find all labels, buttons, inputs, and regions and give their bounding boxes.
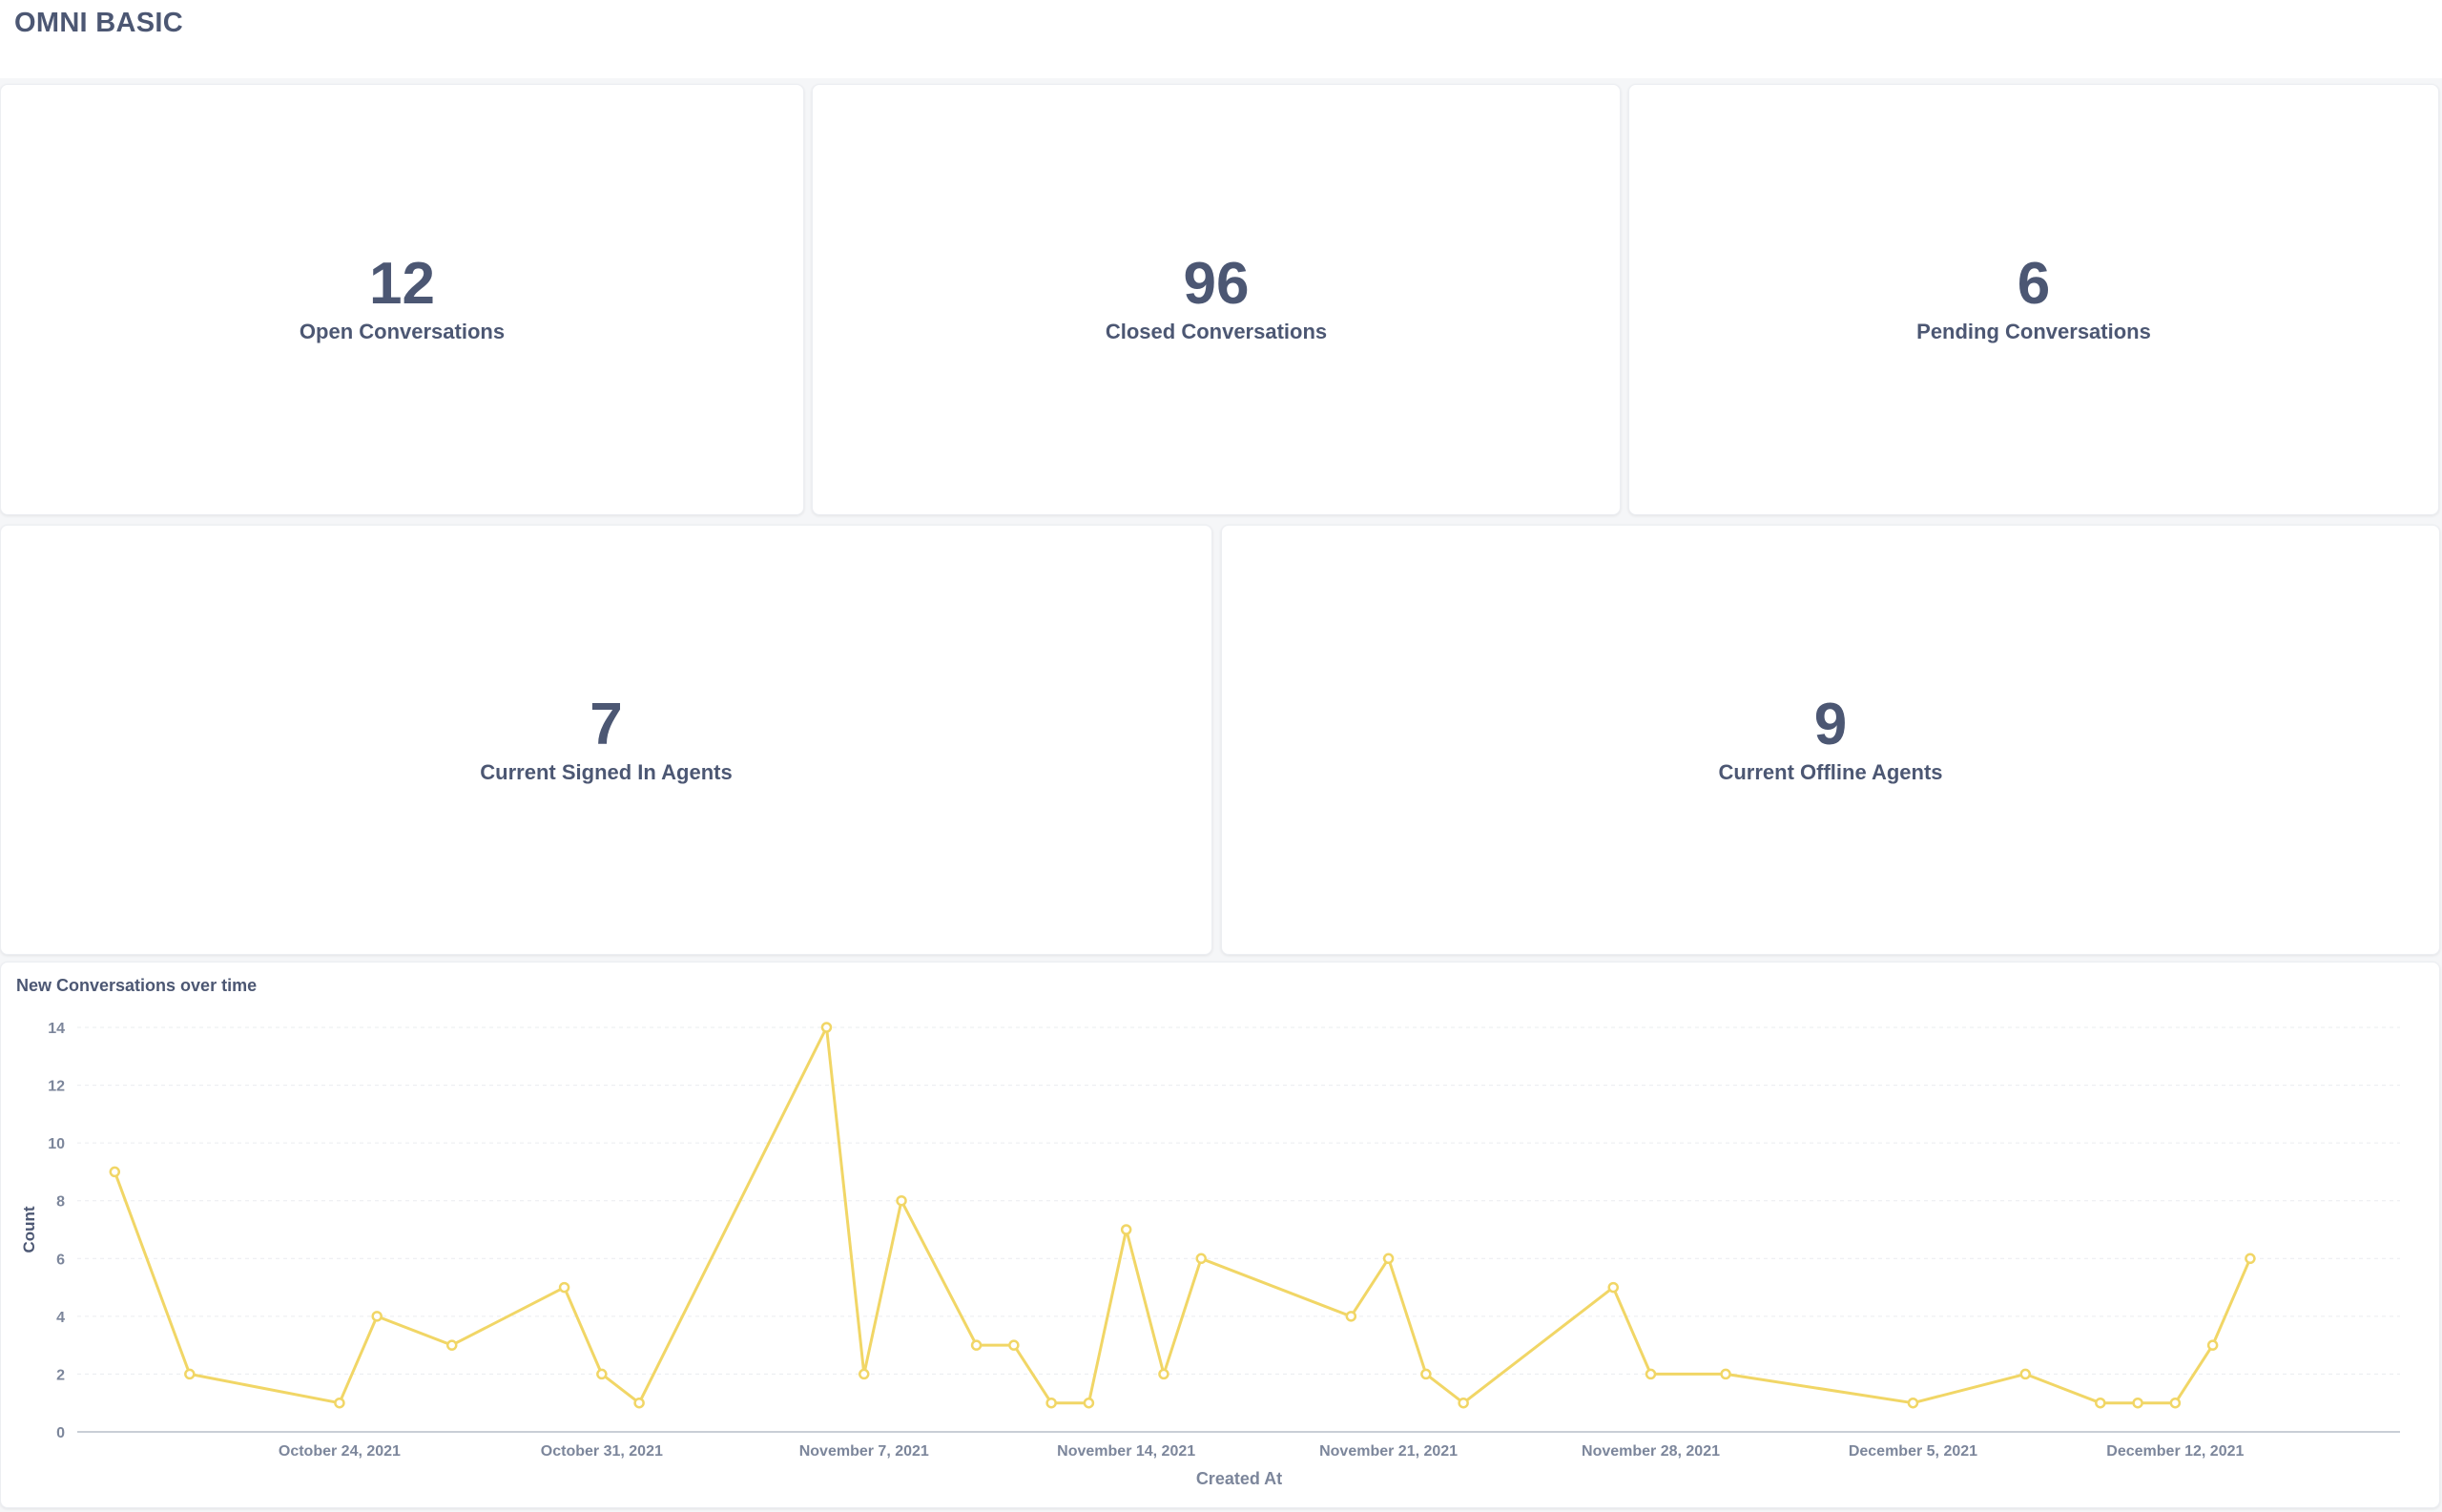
card-signed-in-agents[interactable]: 7 Current Signed In Agents bbox=[0, 525, 1212, 955]
data-point[interactable] bbox=[1120, 1224, 1132, 1235]
x-tick-label: December 5, 2021 bbox=[1849, 1443, 1977, 1460]
data-point[interactable] bbox=[558, 1281, 570, 1294]
data-point[interactable] bbox=[970, 1339, 983, 1351]
chart-title: New Conversations over time bbox=[16, 976, 258, 995]
x-tick-labels: October 24, 2021 October 31, 2021 November… bbox=[279, 1443, 2245, 1460]
y-tick-label: 6 bbox=[56, 1252, 65, 1268]
data-point[interactable] bbox=[1420, 1368, 1432, 1380]
data-point[interactable] bbox=[184, 1368, 196, 1380]
data-point[interactable] bbox=[2169, 1397, 2182, 1409]
y-tick-label: 12 bbox=[48, 1079, 65, 1095]
scalar-label: Pending Conversations bbox=[1916, 320, 2151, 343]
data-point[interactable] bbox=[2019, 1368, 2032, 1380]
chart-card-new-conversations[interactable]: New Conversations over time 0 2 4 6 8 10 12 14 … bbox=[0, 962, 2440, 1508]
scalar-value: 96 bbox=[1183, 251, 1250, 317]
card-open-conversations[interactable]: 12 Open Conversations bbox=[0, 84, 804, 515]
data-point[interactable] bbox=[1158, 1368, 1169, 1380]
y-tick-label: 14 bbox=[48, 1021, 65, 1037]
data-point[interactable] bbox=[633, 1397, 645, 1409]
data-points bbox=[109, 1022, 2256, 1409]
data-point[interactable] bbox=[1720, 1368, 1731, 1380]
x-tick-label: November 28, 2021 bbox=[1582, 1443, 1720, 1460]
scalar-label: Closed Conversations bbox=[1105, 320, 1328, 343]
data-point[interactable] bbox=[1645, 1368, 1657, 1380]
data-point[interactable] bbox=[1382, 1253, 1395, 1265]
y-tick-label: 8 bbox=[56, 1194, 65, 1211]
data-point[interactable] bbox=[896, 1194, 907, 1207]
data-point[interactable] bbox=[1008, 1339, 1020, 1351]
card-pending-conversations[interactable]: 6 Pending Conversations bbox=[1628, 84, 2439, 515]
y-tick-labels: 0 2 4 6 8 10 12 14 bbox=[48, 1021, 65, 1441]
data-point[interactable] bbox=[371, 1311, 383, 1322]
line-chart: 0 2 4 6 8 10 12 14 October 24, 2021 October 31, … bbox=[20, 1021, 2400, 1488]
data-point[interactable] bbox=[445, 1339, 458, 1351]
data-point[interactable] bbox=[1607, 1281, 1619, 1294]
series-line bbox=[113, 1025, 2252, 1405]
data-point[interactable] bbox=[2245, 1253, 2256, 1265]
x-tick-label: November 14, 2021 bbox=[1057, 1443, 1195, 1460]
data-point[interactable] bbox=[1195, 1253, 1207, 1265]
x-axis-label: Created At bbox=[1196, 1469, 1282, 1488]
scalar-value: 12 bbox=[369, 251, 435, 317]
y-axis-label: Count bbox=[20, 1206, 38, 1253]
y-tick-label: 0 bbox=[56, 1425, 65, 1441]
scalar-value: 9 bbox=[1813, 691, 1848, 757]
data-point[interactable] bbox=[1045, 1397, 1057, 1409]
y-tick-label: 2 bbox=[56, 1367, 65, 1383]
y-tick-label: 4 bbox=[56, 1310, 65, 1326]
scalar-label: Open Conversations bbox=[299, 320, 506, 343]
scalar-value: 7 bbox=[590, 691, 623, 757]
dashboard-header: OMNI BASIC bbox=[0, 0, 2442, 78]
data-point[interactable] bbox=[596, 1368, 608, 1380]
data-point[interactable] bbox=[820, 1022, 833, 1033]
x-tick-label: October 31, 2021 bbox=[541, 1443, 663, 1460]
grid-layer bbox=[77, 1026, 2400, 1375]
data-point[interactable] bbox=[2132, 1397, 2143, 1409]
scalar-label: Current Offline Agents bbox=[1718, 759, 1943, 784]
data-point[interactable] bbox=[1458, 1397, 1469, 1409]
page-title: OMNI BASIC bbox=[14, 8, 183, 38]
data-point[interactable] bbox=[2095, 1397, 2106, 1409]
data-point[interactable] bbox=[1083, 1397, 1095, 1409]
y-tick-label: 10 bbox=[48, 1136, 65, 1152]
data-point[interactable] bbox=[334, 1397, 345, 1409]
data-point[interactable] bbox=[859, 1368, 870, 1380]
scalar-value: 6 bbox=[2017, 251, 2051, 317]
card-closed-conversations[interactable]: 96 Closed Conversations bbox=[812, 84, 1621, 515]
x-tick-label: December 12, 2021 bbox=[2106, 1443, 2244, 1460]
x-tick-label: November 7, 2021 bbox=[799, 1443, 929, 1460]
x-tick-label: October 24, 2021 bbox=[279, 1443, 401, 1460]
data-point[interactable] bbox=[1345, 1311, 1357, 1322]
x-tick-label: November 21, 2021 bbox=[1319, 1443, 1458, 1460]
data-point[interactable] bbox=[109, 1166, 121, 1178]
data-point[interactable] bbox=[1907, 1397, 1919, 1409]
scalar-label: Current Signed In Agents bbox=[480, 759, 733, 784]
card-offline-agents[interactable]: 9 Current Offline Agents bbox=[1221, 525, 2440, 955]
data-point[interactable] bbox=[2206, 1339, 2219, 1351]
